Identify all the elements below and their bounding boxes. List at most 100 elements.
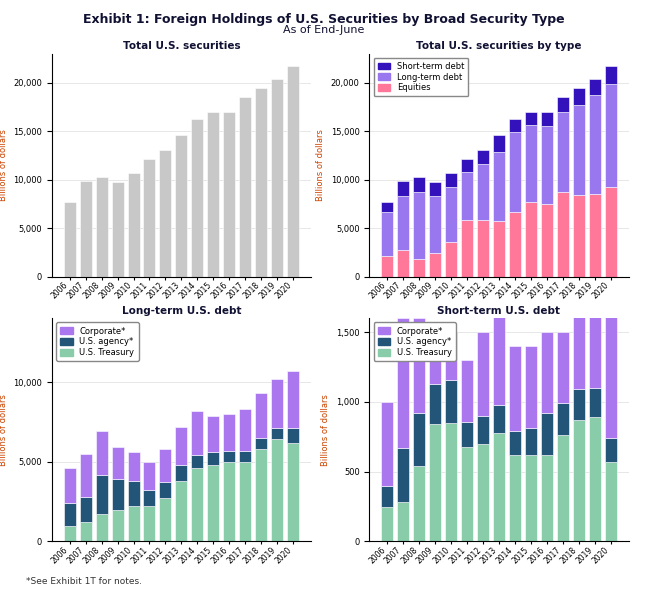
Bar	[589, 417, 601, 541]
Bar	[128, 481, 139, 506]
Bar	[143, 490, 156, 506]
Bar	[143, 159, 156, 277]
Bar	[128, 173, 139, 277]
Legend: Corporate*, U.S. agency*, U.S. Treasury: Corporate*, U.S. agency*, U.S. Treasury	[373, 322, 456, 361]
Bar	[381, 402, 393, 486]
Bar	[128, 506, 139, 541]
Bar	[95, 177, 108, 277]
Bar	[239, 462, 251, 541]
Bar	[541, 126, 553, 204]
Bar	[381, 506, 393, 541]
Y-axis label: Billions of dollars: Billions of dollars	[321, 394, 330, 466]
Bar	[191, 118, 203, 277]
Bar	[95, 514, 108, 541]
Bar	[445, 187, 457, 242]
Bar	[557, 112, 569, 192]
Bar	[224, 112, 235, 277]
Bar	[541, 413, 553, 455]
Bar	[111, 447, 124, 480]
Bar	[381, 202, 393, 212]
Bar	[143, 462, 156, 490]
Bar	[525, 346, 537, 428]
Bar	[557, 192, 569, 277]
Bar	[477, 164, 489, 220]
Bar	[176, 135, 187, 277]
Bar	[445, 380, 457, 423]
Bar	[397, 502, 409, 541]
Bar	[413, 259, 425, 277]
Bar	[191, 468, 203, 541]
Bar	[493, 135, 505, 152]
Bar	[573, 87, 585, 105]
Bar	[413, 466, 425, 541]
Bar	[557, 403, 569, 436]
Bar	[525, 126, 537, 202]
Legend: Corporate*, U.S. agency*, U.S. Treasury: Corporate*, U.S. agency*, U.S. Treasury	[56, 322, 139, 361]
Bar	[272, 379, 283, 428]
Bar	[381, 256, 393, 277]
Bar	[429, 424, 441, 541]
Bar	[111, 480, 124, 509]
Bar	[272, 79, 283, 277]
Bar	[605, 462, 617, 541]
Bar	[477, 220, 489, 277]
Bar	[573, 390, 585, 420]
Bar	[429, 181, 441, 196]
Bar	[557, 97, 569, 112]
Bar	[605, 66, 617, 84]
Bar	[445, 173, 457, 187]
Bar	[589, 194, 601, 277]
Bar	[605, 84, 617, 187]
Bar	[541, 455, 553, 541]
Bar	[509, 431, 521, 455]
Bar	[272, 440, 283, 541]
Bar	[509, 118, 521, 132]
Bar	[573, 420, 585, 541]
Bar	[191, 411, 203, 455]
Bar	[429, 196, 441, 253]
Bar	[207, 415, 220, 452]
Bar	[541, 204, 553, 277]
Text: As of End-June: As of End-June	[283, 25, 365, 35]
Bar	[525, 202, 537, 277]
Bar	[445, 242, 457, 277]
Bar	[461, 447, 473, 541]
Bar	[509, 455, 521, 541]
Bar	[159, 499, 172, 541]
Bar	[64, 525, 76, 541]
Bar	[413, 177, 425, 192]
Bar	[429, 384, 441, 424]
Bar	[477, 416, 489, 444]
Bar	[493, 221, 505, 277]
Bar	[381, 212, 393, 256]
Bar	[255, 393, 268, 438]
Bar	[573, 105, 585, 195]
Bar	[461, 220, 473, 277]
Bar	[605, 290, 617, 439]
Bar	[429, 253, 441, 277]
Bar	[429, 332, 441, 384]
Bar	[493, 433, 505, 541]
Bar	[224, 450, 235, 462]
Bar	[143, 506, 156, 541]
Bar	[191, 455, 203, 468]
Bar	[287, 371, 299, 428]
Bar	[589, 95, 601, 194]
Bar	[381, 486, 393, 506]
Bar	[509, 212, 521, 277]
Bar	[111, 509, 124, 541]
Bar	[605, 439, 617, 462]
Bar	[397, 448, 409, 502]
Bar	[445, 332, 457, 380]
Title: Total U.S. securities by type: Total U.S. securities by type	[416, 42, 582, 51]
Bar	[541, 332, 553, 413]
Bar	[397, 318, 409, 448]
Bar	[397, 181, 409, 196]
Bar	[589, 79, 601, 95]
Legend: Short-term debt, Long-term debt, Equities: Short-term debt, Long-term debt, Equitie…	[373, 58, 469, 96]
Title: Total U.S. securities: Total U.S. securities	[122, 42, 240, 51]
Bar	[239, 97, 251, 277]
Bar	[224, 462, 235, 541]
Bar	[493, 305, 505, 405]
Bar	[541, 112, 553, 126]
